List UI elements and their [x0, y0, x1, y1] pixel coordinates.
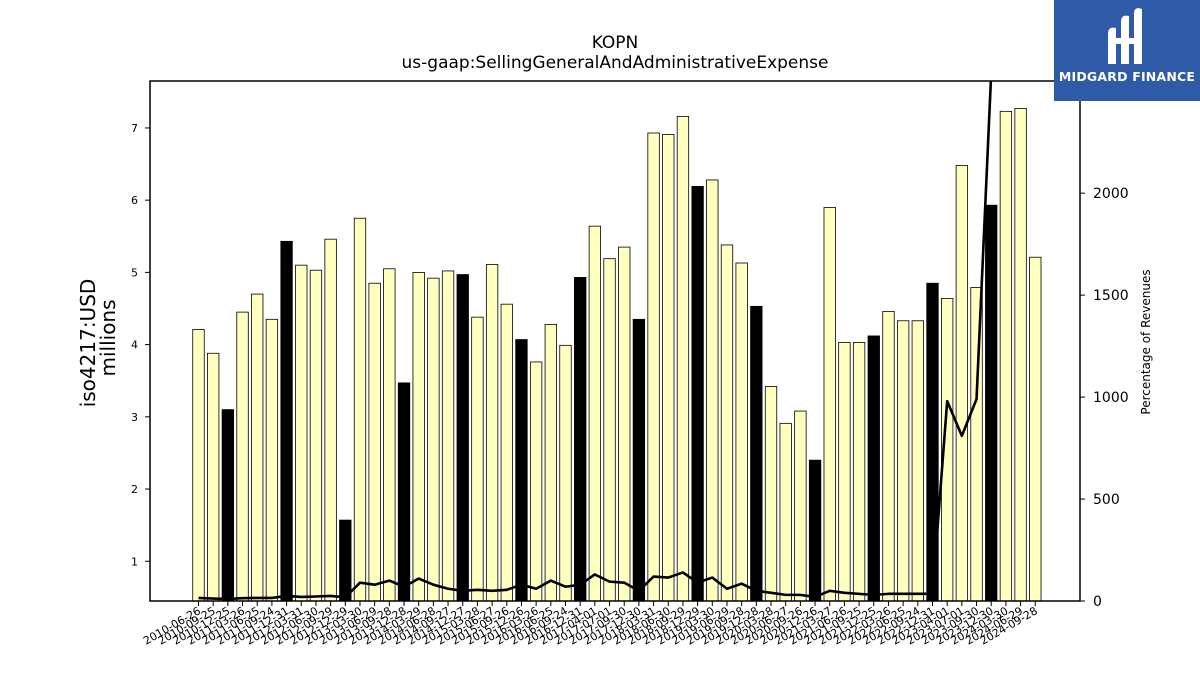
bar-2017-04-01 [588, 225, 602, 602]
bar-2019-09-28 [735, 262, 748, 602]
bar-2022-09-24 [911, 320, 924, 602]
chart-title: KOPN [592, 33, 639, 53]
bar-2022-06-25 [896, 320, 910, 602]
bar-2020-06-27 [779, 422, 792, 602]
bar-2021-09-25 [852, 342, 866, 602]
bar-2014-09-27 [441, 270, 455, 602]
bar-2021-06-26 [838, 342, 851, 602]
bar-2021-12-25 [867, 335, 880, 602]
y-tick-label: 2 [131, 483, 138, 496]
bar-2016-06-25 [544, 323, 557, 602]
bar-2019-03-30 [706, 179, 719, 602]
midgard-logo-icon [1108, 8, 1142, 65]
bar-2013-12-28 [397, 382, 411, 602]
y-tick-label: 1 [131, 555, 138, 568]
bar-2018-12-29 [691, 186, 704, 602]
bar-2014-06-28 [427, 277, 440, 602]
bar-2010-06-26 [192, 329, 205, 602]
y-tick-label: 6 [131, 194, 138, 207]
bar-2023-07-01 [955, 165, 969, 602]
bar-2014-12-27 [456, 274, 469, 602]
bar-2021-03-27 [823, 206, 836, 602]
bars-group [192, 108, 1042, 602]
bar-2018-06-30 [662, 134, 675, 602]
bar-2019-12-28 [750, 305, 763, 602]
plot-frame [149, 80, 1081, 602]
bar-2024-03-30 [999, 110, 1013, 602]
bar-2010-12-25 [221, 409, 235, 602]
logo-text: MIDGARD FINANCE [1058, 69, 1196, 84]
bar-2011-09-24 [265, 318, 279, 602]
bar-2013-03-30 [353, 217, 367, 602]
bar-2017-09-30 [618, 246, 631, 602]
bar-2017-07-01 [603, 258, 616, 602]
y2-tick-label: 500 [1093, 492, 1120, 508]
bar-2011-12-31 [280, 240, 293, 602]
bar-2014-03-29 [412, 271, 425, 602]
bar-2020-09-26 [794, 410, 807, 602]
bar-2023-12-30 [985, 204, 998, 602]
bar-2017-12-30 [632, 318, 646, 602]
bar-2011-03-26 [236, 311, 249, 602]
y-axis-right: 0 500 1000 1500 2000 [1080, 186, 1129, 610]
bar-2015-12-26 [515, 339, 528, 602]
bar-2015-06-27 [485, 264, 499, 602]
y-axis-label: iso4217:USD [76, 279, 100, 408]
bar-2013-06-29 [368, 282, 381, 602]
bar-2020-12-26 [808, 459, 822, 602]
y2-tick-label: 1500 [1093, 288, 1129, 304]
bar-2016-09-24 [559, 344, 572, 602]
bar-2018-09-29 [676, 115, 690, 602]
chart-subtitle: us-gaap:SellingGeneralAndAdministrativeE… [402, 53, 829, 73]
bar-2018-03-31 [647, 132, 660, 602]
y-tick-label: 3 [131, 411, 138, 424]
y2-tick-label: 1000 [1093, 390, 1129, 406]
bar-2016-03-26 [529, 361, 543, 602]
x-axis: 2010-06-262010-09-252010-12-252011-03-26… [141, 601, 1040, 648]
y2-tick-label: 0 [1093, 594, 1102, 610]
bar-2015-09-26 [500, 303, 513, 602]
bar-2020-03-28 [764, 386, 778, 602]
logo-badge: MIDGARD FINANCE [1054, 0, 1200, 101]
bar-2010-09-25 [207, 352, 220, 602]
y-tick-label: 7 [131, 122, 138, 135]
bar-2019-06-29 [720, 244, 734, 602]
bar-2012-09-29 [324, 238, 337, 602]
bar-2013-09-28 [383, 268, 396, 602]
bar-2012-03-31 [295, 264, 308, 602]
bar-2022-03-26 [882, 310, 895, 602]
bar-2012-12-29 [339, 519, 352, 602]
bar-2012-06-30 [309, 269, 323, 602]
y-tick-label: 5 [131, 266, 138, 279]
bar-2024-06-29 [1014, 108, 1027, 602]
bar-2011-06-25 [251, 293, 264, 602]
y2-tick-label: 2000 [1093, 186, 1129, 202]
bar-2015-03-28 [471, 316, 484, 602]
y-axis-label-units: millions [96, 299, 120, 376]
bar-2016-12-31 [574, 277, 587, 602]
percent-of-revenues-line [198, 81, 993, 601]
y-tick-label: 4 [131, 339, 138, 352]
y2-axis-label: Percentage of Revenues [1139, 269, 1153, 414]
y-axis-left: 1 2 3 4 5 6 7 [131, 122, 150, 568]
bar-2024-09-28 [1029, 256, 1042, 602]
